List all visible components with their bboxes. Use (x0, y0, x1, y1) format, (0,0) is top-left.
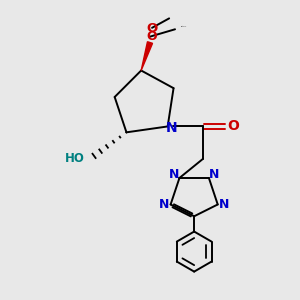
Text: HO: HO (65, 152, 85, 165)
Text: N: N (165, 121, 177, 135)
Text: O: O (146, 29, 157, 43)
Text: O: O (146, 22, 158, 35)
Text: N: N (159, 198, 169, 211)
Text: N: N (209, 168, 219, 181)
Text: methoxy: methoxy (181, 26, 187, 27)
Text: N: N (219, 198, 230, 211)
Text: N: N (169, 168, 179, 181)
Polygon shape (141, 42, 152, 70)
Text: O: O (227, 119, 239, 134)
